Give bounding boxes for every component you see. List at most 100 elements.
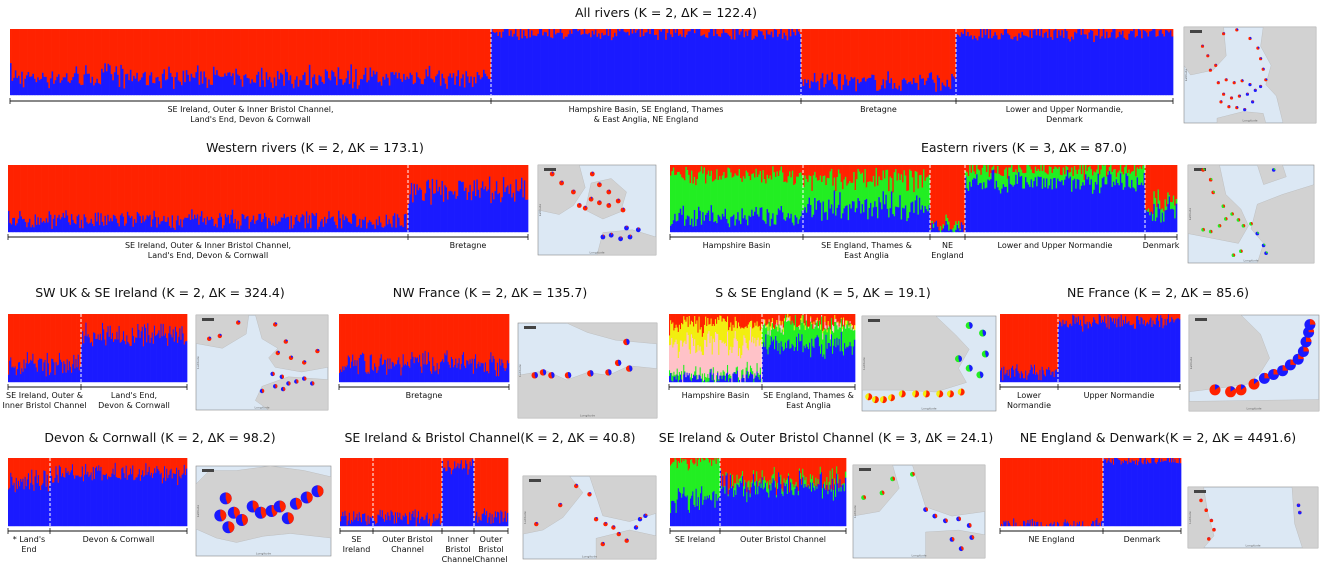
bar-segment	[828, 29, 831, 81]
bar-segment	[758, 325, 761, 346]
bar-segment	[690, 29, 693, 96]
bar-segment	[379, 314, 382, 359]
bar-segment	[43, 76, 46, 96]
bar-segment	[391, 361, 394, 383]
bar-segment	[839, 322, 842, 325]
bar-segment	[1038, 379, 1040, 383]
bar-segment	[338, 165, 340, 211]
bar-segment	[677, 375, 680, 383]
bar-segment	[857, 168, 860, 199]
bar-segment	[480, 362, 482, 383]
bar-segment	[494, 314, 497, 371]
bar-segment	[882, 29, 885, 80]
bar-segment	[819, 329, 822, 355]
bar-segment	[138, 329, 140, 383]
bar-segment	[747, 314, 750, 325]
bar-segment	[777, 165, 780, 177]
bar-segment	[118, 326, 120, 383]
bar-segment	[705, 376, 707, 383]
bar-segment	[1060, 322, 1062, 383]
bar-segment	[1146, 210, 1149, 212]
bar-segment	[945, 220, 948, 233]
bar-segment	[495, 165, 498, 182]
bar-segment	[272, 222, 275, 233]
bar-segment	[897, 165, 900, 174]
bar-segment	[279, 221, 282, 233]
bar-segment	[1126, 323, 1128, 383]
bar-segment	[730, 375, 732, 379]
bar-segment	[836, 322, 838, 326]
bar-segment	[408, 365, 410, 383]
bar-segment	[808, 175, 811, 198]
bar-segment	[486, 191, 488, 233]
bar-segment	[1157, 203, 1160, 233]
bar-segment	[983, 165, 985, 183]
bar-segment	[903, 208, 906, 233]
bar-segment	[674, 165, 676, 176]
bar-segment	[501, 359, 503, 383]
bar-segment	[746, 314, 749, 329]
bar-segment	[946, 79, 949, 96]
bar-segment	[960, 29, 963, 33]
bar-segment	[170, 314, 172, 335]
bar-segment	[787, 321, 789, 341]
bar-segment	[131, 327, 134, 383]
bar-segment	[286, 216, 289, 233]
bar-segment	[150, 72, 153, 96]
bar-segment	[67, 314, 70, 371]
bar-segment	[1118, 31, 1121, 96]
bar-segment	[19, 314, 21, 363]
bar-segment	[888, 191, 890, 218]
bar-segment	[706, 37, 709, 96]
bar-segment	[1165, 29, 1167, 96]
bar-segment	[105, 345, 107, 383]
bar-segment	[188, 81, 191, 96]
bar-segment	[367, 314, 369, 372]
bar-segment	[316, 85, 319, 96]
bar-segment	[437, 191, 440, 233]
bar-segment	[22, 371, 24, 383]
bar-segment	[821, 220, 823, 233]
bar-segment	[692, 29, 695, 96]
bar-segment	[75, 314, 77, 360]
bar-segment	[814, 171, 816, 199]
bar-segment	[705, 215, 707, 233]
bar-segment	[586, 34, 589, 96]
bar-segment	[749, 29, 752, 96]
bar-group	[670, 165, 804, 233]
bar-segment	[826, 314, 828, 330]
bar-segment	[691, 378, 694, 383]
bar-segment	[864, 168, 867, 201]
bar-segment	[101, 314, 104, 324]
bar-segment	[845, 29, 848, 80]
bar-segment	[1038, 35, 1041, 96]
bar-segment	[355, 365, 357, 383]
bar-segment	[672, 347, 674, 376]
bar-segment	[427, 314, 430, 353]
bar-segment	[1148, 324, 1150, 383]
bar-segment	[1075, 169, 1077, 189]
bar-segment	[149, 314, 151, 344]
bar-segment	[916, 82, 918, 96]
bar-segment	[628, 35, 631, 96]
bar-segment	[832, 331, 834, 354]
bar-segment	[930, 72, 933, 96]
bar-segment	[342, 165, 345, 215]
bar-segment	[353, 81, 356, 96]
bar-segment	[423, 78, 426, 96]
bar-segment	[1015, 169, 1017, 175]
bar-segment	[113, 72, 116, 96]
bar-segment	[744, 314, 746, 328]
bar-segment	[797, 165, 800, 177]
bar-segment	[454, 165, 456, 192]
bar-segment	[431, 314, 433, 374]
bar-segment	[783, 314, 786, 319]
bar-segment	[695, 185, 697, 227]
bar-segment	[987, 38, 990, 96]
bar-segment	[190, 29, 193, 74]
bar-segment	[724, 165, 727, 179]
bar-segment	[776, 314, 778, 321]
bar-segment	[348, 84, 351, 96]
bar-segment	[313, 74, 316, 96]
bar-segment	[495, 29, 498, 33]
